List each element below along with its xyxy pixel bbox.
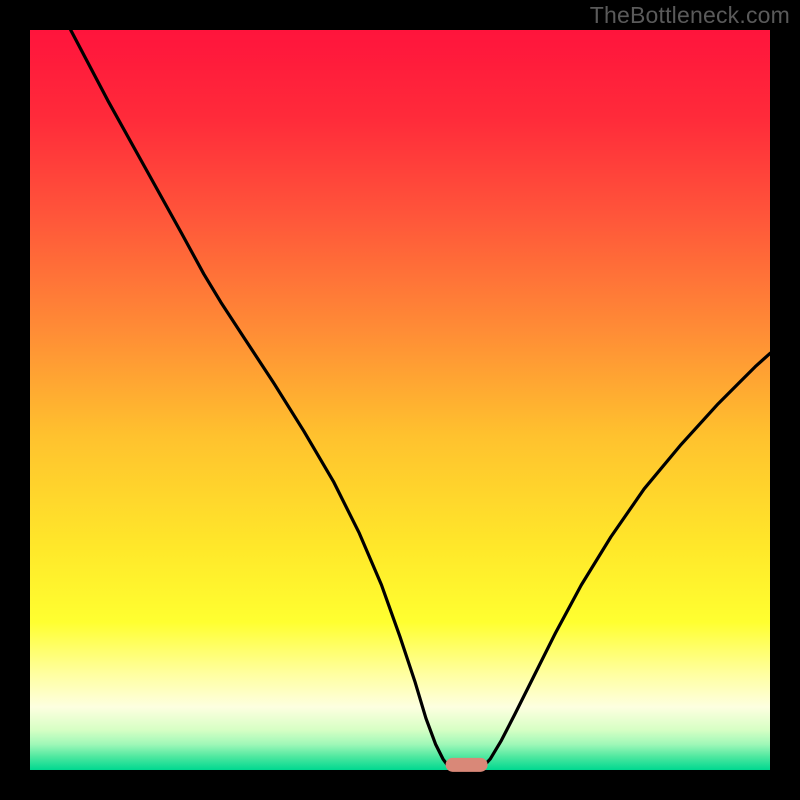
- minimum-marker: [446, 758, 488, 772]
- plot-background: [30, 30, 770, 770]
- bottleneck-curve-chart: TheBottleneck.com: [0, 0, 800, 800]
- chart-canvas: [0, 0, 800, 800]
